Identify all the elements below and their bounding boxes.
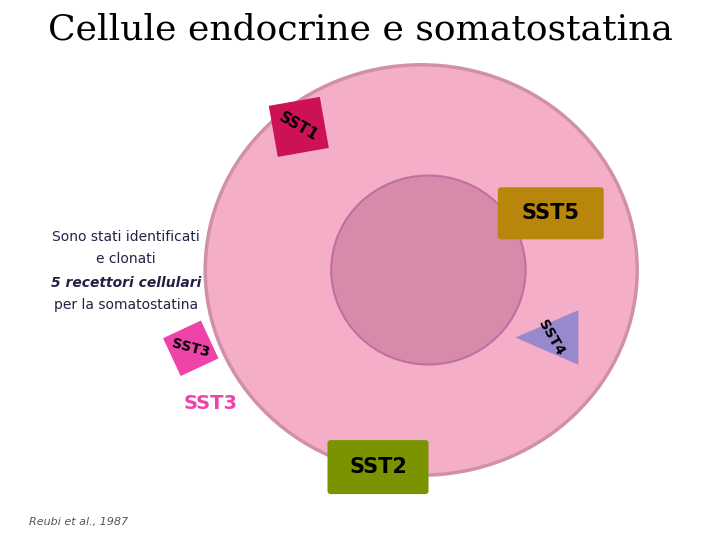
Text: SST3: SST3 xyxy=(184,394,238,413)
Polygon shape xyxy=(163,321,219,376)
Text: SST1: SST1 xyxy=(276,110,321,144)
Text: e clonati: e clonati xyxy=(96,252,156,266)
Text: Cellule endocrine e somatostatina: Cellule endocrine e somatostatina xyxy=(48,13,672,47)
Polygon shape xyxy=(269,97,329,157)
Text: Sono stati identificati: Sono stati identificati xyxy=(52,230,200,244)
Ellipse shape xyxy=(205,65,637,475)
Text: per la somatostatina: per la somatostatina xyxy=(54,298,198,312)
Text: SST3: SST3 xyxy=(171,336,211,360)
Text: Reubi et al., 1987: Reubi et al., 1987 xyxy=(29,517,128,527)
Text: SST4: SST4 xyxy=(536,317,567,358)
Polygon shape xyxy=(516,310,578,365)
Text: SST5: SST5 xyxy=(522,203,580,224)
Ellipse shape xyxy=(331,176,526,364)
Text: 5 recettori cellulari: 5 recettori cellulari xyxy=(51,276,201,290)
FancyBboxPatch shape xyxy=(498,187,604,239)
FancyBboxPatch shape xyxy=(328,440,428,494)
Text: SST2: SST2 xyxy=(349,457,407,477)
